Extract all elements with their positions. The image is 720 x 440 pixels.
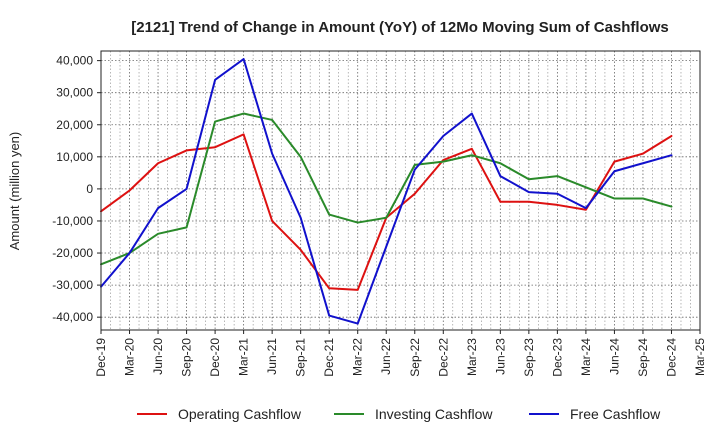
y-tick-labels: 40,000 30,000 20,000 10,000 0 -10,000 -20,000 -…	[52, 54, 101, 324]
y-tick-label: 20,000	[56, 118, 93, 132]
x-tick-label: Dec-21	[322, 338, 336, 377]
y-tick-label: 0	[86, 182, 93, 196]
legend-label: Operating Cashflow	[178, 406, 302, 422]
x-tick-label: Mar-24	[579, 338, 593, 376]
x-tick-label: Jun-20	[151, 338, 165, 375]
chart-title: [2121] Trend of Change in Amount (YoY) o…	[131, 19, 669, 36]
y-tick-label: -30,000	[52, 278, 93, 292]
x-tick-labels: Dec-19 Mar-20 Jun-20 Sep-20 Dec-20 Mar-21 Jun-…	[94, 330, 707, 377]
x-tick-label: Dec-23	[550, 338, 564, 377]
x-tick-label: Jun-23	[493, 338, 507, 375]
series-layer	[100, 58, 673, 325]
series-line-free-cashflow	[100, 58, 673, 325]
x-tick-label: Jun-21	[265, 338, 279, 375]
x-tick-label: Mar-23	[465, 338, 479, 376]
y-tick-label: -20,000	[52, 246, 93, 260]
x-tick-label: Mar-25	[693, 338, 707, 376]
x-tick-label: Mar-20	[123, 338, 137, 376]
x-tick-label: Dec-19	[94, 338, 108, 377]
x-tick-label: Mar-21	[237, 338, 251, 376]
x-tick-label: Sep-23	[522, 338, 536, 377]
x-tick-label: Sep-20	[180, 338, 194, 377]
y-axis-label: Amount (million yen)	[7, 132, 22, 251]
plot-frame	[100, 50, 701, 331]
x-tick-label: Jun-24	[607, 338, 621, 375]
legend-label: Free Cashflow	[570, 406, 661, 422]
x-tick-label: Jun-22	[379, 338, 393, 375]
x-tick-label: Dec-22	[436, 338, 450, 377]
x-tick-label: Dec-20	[208, 338, 222, 377]
y-tick-label: -10,000	[52, 214, 93, 228]
x-tick-label: Sep-24	[636, 338, 650, 377]
x-tick-label: Sep-21	[294, 338, 308, 377]
legend-label: Investing Cashflow	[375, 406, 493, 422]
x-tick-label: Sep-22	[408, 338, 422, 377]
series-line-investing-cashflow	[100, 112, 673, 266]
y-tick-label: 30,000	[56, 86, 93, 100]
grid-layer	[100, 51, 701, 330]
y-tick-label: 10,000	[56, 150, 93, 164]
legend: Operating Cashflow Investing Cashflow Free…	[137, 406, 661, 422]
x-tick-label: Dec-24	[664, 338, 678, 377]
x-tick-label: Mar-22	[351, 338, 365, 376]
y-tick-label: -40,000	[52, 310, 93, 324]
y-tick-label: 40,000	[56, 54, 93, 68]
